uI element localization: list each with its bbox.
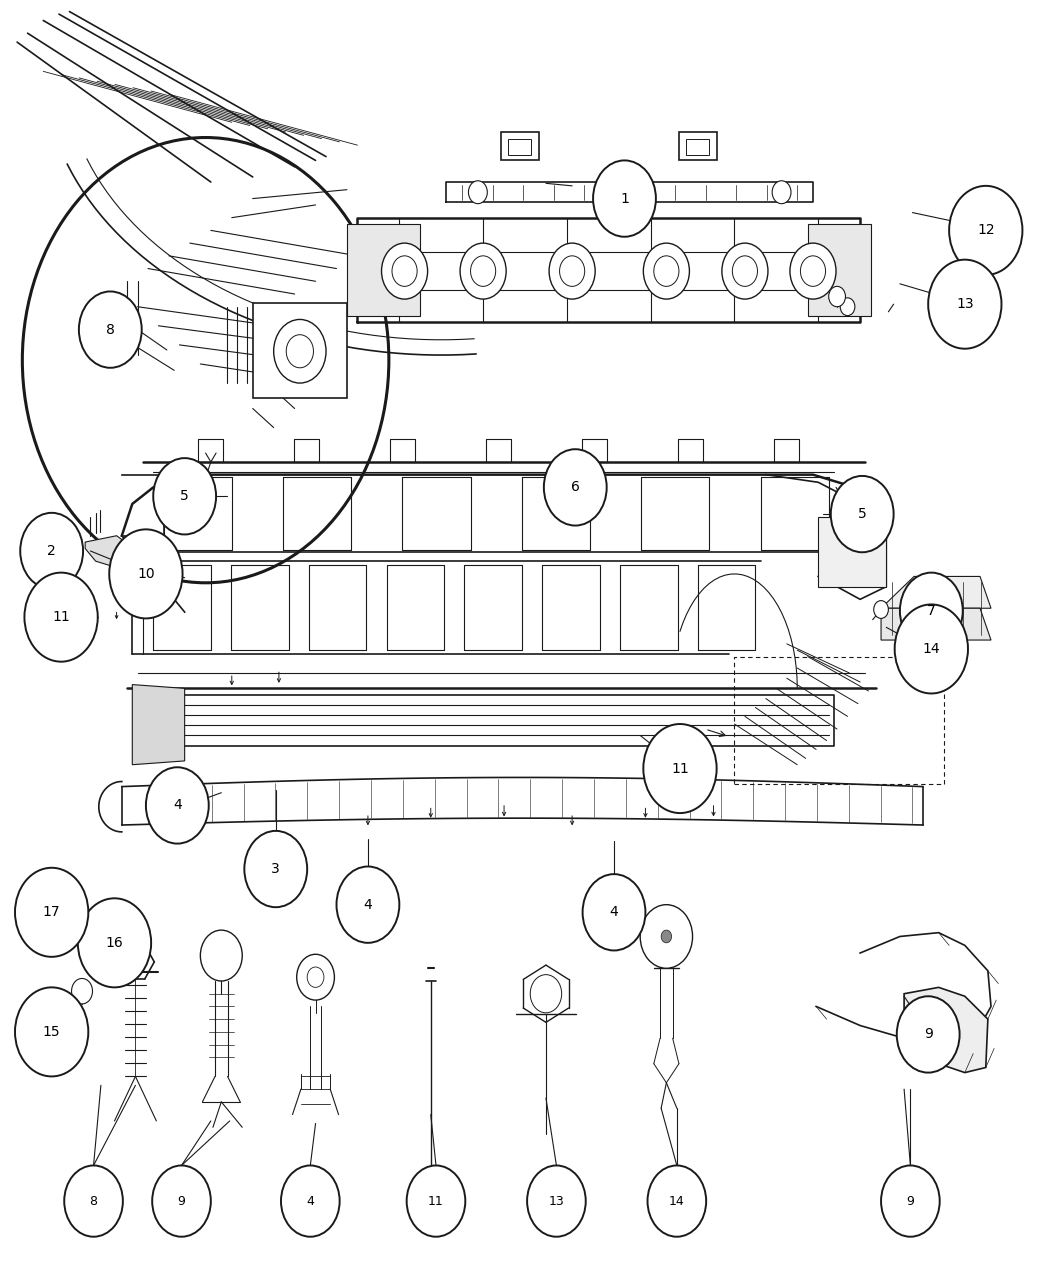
Circle shape: [287, 335, 314, 367]
Circle shape: [593, 161, 656, 237]
Polygon shape: [818, 516, 886, 586]
Text: 3: 3: [271, 862, 280, 876]
Circle shape: [153, 458, 216, 534]
Circle shape: [790, 244, 836, 300]
Polygon shape: [904, 987, 988, 1072]
Text: 5: 5: [181, 490, 189, 504]
Circle shape: [900, 572, 963, 649]
FancyBboxPatch shape: [81, 932, 104, 952]
Circle shape: [549, 244, 595, 300]
Circle shape: [560, 256, 585, 287]
FancyBboxPatch shape: [508, 139, 531, 156]
Text: 6: 6: [571, 481, 580, 495]
Circle shape: [406, 1165, 465, 1237]
Circle shape: [201, 929, 243, 980]
Circle shape: [828, 287, 845, 307]
Circle shape: [86, 935, 99, 950]
Text: 9: 9: [177, 1195, 186, 1207]
Text: 10: 10: [138, 567, 154, 581]
Circle shape: [800, 256, 825, 287]
Circle shape: [831, 476, 894, 552]
Text: 12: 12: [976, 223, 994, 237]
Polygon shape: [881, 608, 991, 640]
Circle shape: [895, 604, 968, 694]
Circle shape: [772, 181, 791, 204]
Circle shape: [71, 978, 92, 1003]
FancyBboxPatch shape: [687, 139, 710, 156]
Text: 4: 4: [307, 1195, 314, 1207]
Circle shape: [64, 1165, 123, 1237]
Circle shape: [24, 572, 98, 662]
Circle shape: [152, 1165, 211, 1237]
Circle shape: [79, 292, 142, 367]
Circle shape: [527, 1165, 586, 1237]
Text: 4: 4: [173, 798, 182, 812]
Circle shape: [146, 768, 209, 844]
Circle shape: [470, 256, 496, 287]
Text: 14: 14: [669, 1195, 685, 1207]
Circle shape: [928, 260, 1002, 348]
Circle shape: [274, 320, 327, 382]
Text: 17: 17: [43, 905, 61, 919]
Circle shape: [15, 868, 88, 956]
Circle shape: [544, 449, 607, 525]
Circle shape: [732, 256, 757, 287]
Circle shape: [78, 899, 151, 987]
Circle shape: [468, 181, 487, 204]
Circle shape: [15, 987, 88, 1076]
FancyBboxPatch shape: [679, 133, 717, 161]
Text: 8: 8: [89, 1195, 98, 1207]
Text: 2: 2: [47, 544, 56, 558]
Circle shape: [640, 905, 693, 968]
Circle shape: [281, 1165, 339, 1237]
Circle shape: [392, 256, 417, 287]
Circle shape: [648, 1165, 707, 1237]
Circle shape: [460, 244, 506, 300]
Circle shape: [897, 996, 960, 1072]
Text: 1: 1: [621, 191, 629, 205]
Text: 4: 4: [363, 898, 373, 912]
Text: 9: 9: [906, 1195, 915, 1207]
Circle shape: [722, 244, 768, 300]
Text: 13: 13: [956, 297, 973, 311]
Circle shape: [381, 244, 427, 300]
Text: 8: 8: [106, 323, 114, 337]
Text: 7: 7: [927, 604, 936, 618]
Circle shape: [336, 867, 399, 942]
Circle shape: [308, 966, 324, 987]
Circle shape: [840, 298, 855, 316]
Polygon shape: [85, 536, 138, 567]
Polygon shape: [807, 224, 870, 316]
Polygon shape: [132, 685, 185, 765]
Circle shape: [949, 186, 1023, 275]
Polygon shape: [346, 224, 420, 316]
Polygon shape: [881, 576, 991, 608]
Circle shape: [644, 244, 690, 300]
Circle shape: [109, 529, 183, 618]
Text: 11: 11: [671, 761, 689, 775]
Circle shape: [583, 875, 646, 950]
Text: 14: 14: [923, 641, 940, 655]
Text: 13: 13: [548, 1195, 564, 1207]
Circle shape: [654, 256, 679, 287]
Text: 16: 16: [106, 936, 123, 950]
Circle shape: [530, 974, 562, 1012]
Circle shape: [20, 513, 83, 589]
Text: 11: 11: [428, 1195, 444, 1207]
Text: 5: 5: [858, 507, 866, 521]
Circle shape: [662, 929, 672, 942]
Text: 15: 15: [43, 1025, 61, 1039]
Circle shape: [245, 831, 308, 908]
Circle shape: [22, 138, 388, 583]
FancyBboxPatch shape: [62, 900, 85, 921]
Circle shape: [881, 1165, 940, 1237]
Circle shape: [874, 601, 888, 618]
Text: 11: 11: [52, 611, 70, 625]
Circle shape: [644, 724, 717, 813]
FancyBboxPatch shape: [253, 303, 346, 398]
FancyBboxPatch shape: [501, 133, 539, 161]
Text: 4: 4: [610, 905, 618, 919]
Text: 9: 9: [924, 1028, 932, 1042]
Circle shape: [297, 954, 334, 1000]
